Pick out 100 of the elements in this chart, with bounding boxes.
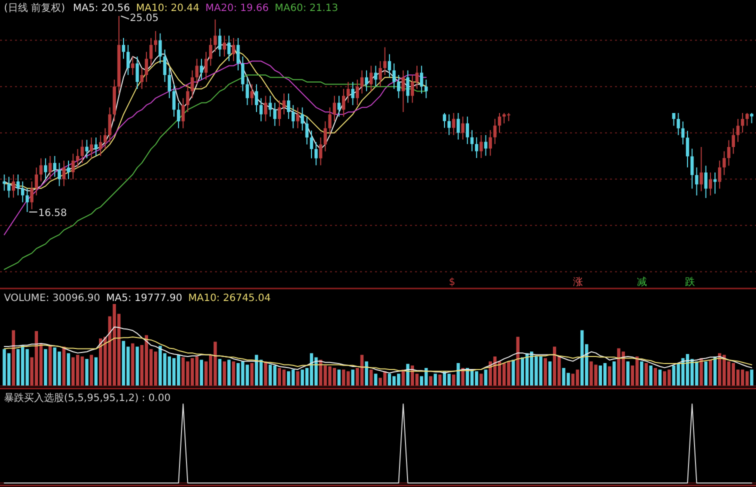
bar (608, 366, 612, 386)
candlestick (374, 65, 378, 88)
candlestick (76, 148, 80, 168)
bar (264, 361, 268, 386)
bar (136, 346, 139, 386)
candlestick (39, 158, 43, 182)
candlestick (718, 160, 722, 190)
candlestick (131, 56, 134, 76)
bar (48, 345, 52, 386)
bar (548, 361, 552, 386)
candlestick (676, 112, 680, 136)
candlestick (383, 46, 386, 76)
bar (227, 360, 231, 386)
candlestick (474, 136, 478, 158)
bar (640, 361, 644, 386)
text: 减 (637, 276, 647, 288)
candlestick (66, 160, 70, 180)
bar (580, 330, 584, 386)
candlestick (388, 54, 392, 78)
candlestick (227, 35, 231, 62)
bar (612, 361, 616, 386)
candlestick (746, 112, 749, 126)
bar (200, 360, 204, 386)
text: MA10: 20.44 (136, 3, 200, 14)
bar (704, 361, 708, 386)
candlestick (80, 139, 84, 164)
candlestick (190, 70, 194, 99)
candlestick (53, 156, 56, 178)
bar (94, 357, 98, 386)
candlestick (410, 74, 414, 104)
candlestick (250, 84, 254, 106)
candlestick (498, 112, 502, 134)
candlestick (346, 81, 350, 104)
candlestick (168, 68, 171, 99)
candlestick (26, 188, 29, 212)
bar (544, 358, 547, 386)
bar (250, 363, 254, 386)
candlestick (90, 136, 94, 159)
candlestick (461, 116, 464, 140)
candlestick (136, 56, 139, 90)
candlestick (282, 93, 286, 115)
bar (644, 363, 648, 386)
candlestick (58, 162, 61, 187)
bar (176, 354, 180, 386)
candlestick (140, 68, 144, 90)
candlestick (264, 95, 268, 122)
bar (576, 370, 580, 386)
bar (370, 370, 373, 386)
candlestick (324, 120, 327, 152)
candlestick (466, 116, 470, 145)
candlestick (328, 106, 332, 136)
bar (452, 374, 456, 386)
candlestick (195, 58, 198, 85)
text: 跌 (685, 276, 695, 288)
candlestick (16, 174, 20, 196)
candlestick (480, 134, 483, 158)
candlestick (48, 156, 52, 180)
bar (222, 361, 226, 386)
candlestick (286, 93, 290, 120)
bar (402, 370, 405, 386)
bar (392, 376, 396, 386)
candlestick (232, 37, 236, 62)
candlestick (34, 167, 38, 196)
candlestick (332, 95, 336, 122)
candlestick (218, 28, 222, 57)
candlestick (236, 37, 240, 71)
candlestick (122, 37, 126, 60)
candlestick (163, 49, 166, 82)
candlestick (704, 165, 708, 198)
candlestick (268, 95, 272, 118)
bar (278, 368, 282, 386)
candlestick (241, 56, 244, 92)
bar (649, 366, 652, 386)
candlestick (750, 112, 754, 124)
candlestick (484, 134, 488, 156)
candlestick (397, 74, 400, 99)
candlestick (71, 153, 75, 180)
candlestick (700, 146, 703, 192)
candlestick (12, 174, 16, 198)
series-label: VOLUME: 30096.90 (4, 293, 100, 304)
bar (658, 370, 662, 386)
bar (122, 340, 126, 386)
text: 涨 (573, 276, 583, 288)
annotation: 16.58 (38, 208, 67, 219)
candlestick (154, 30, 158, 52)
candlestick (182, 98, 185, 129)
candlestick (351, 81, 354, 106)
candlestick (493, 118, 497, 145)
candlestick (305, 116, 309, 145)
candlestick (442, 112, 446, 128)
chart-title: (日线 前复权) (4, 2, 66, 14)
candlestick (364, 70, 368, 92)
candlestick (392, 62, 396, 90)
candlestick (415, 65, 419, 90)
bar (44, 349, 48, 386)
candlestick (172, 84, 176, 118)
candlestick (456, 112, 460, 140)
text: MA5: 20.56 (72, 3, 130, 14)
text: MA5: 19777.90 (106, 293, 182, 304)
candlestick (21, 180, 24, 203)
